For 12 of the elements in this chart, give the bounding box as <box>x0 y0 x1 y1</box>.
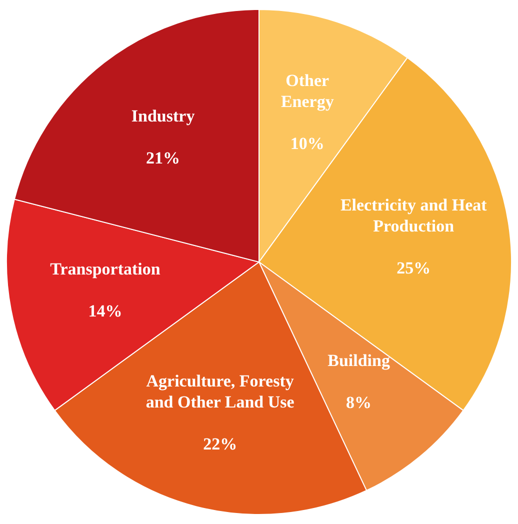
data-label: 25% <box>396 258 431 278</box>
slice-label: Electricity and Heat Production <box>340 195 488 236</box>
data-label: 10% <box>290 134 324 154</box>
slice-label: Industry <box>131 106 196 126</box>
slice-label: Building <box>328 351 390 370</box>
data-label: 21% <box>146 148 180 168</box>
slice-label: Other Energy <box>280 71 334 112</box>
data-label: 8% <box>346 393 372 412</box>
slice-label: Transportation <box>50 260 161 279</box>
data-label: 14% <box>88 302 122 321</box>
slice-label: Agriculture, Foresty and Other Land Use <box>146 372 295 412</box>
data-label: 22% <box>203 434 238 454</box>
